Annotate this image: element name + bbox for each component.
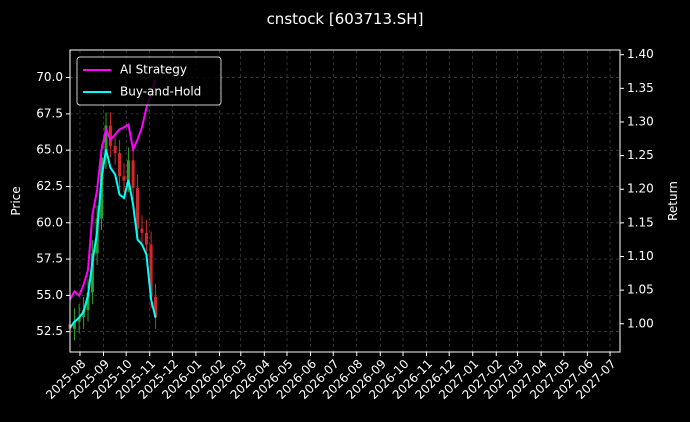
y2-tick-label: 1.15: [627, 215, 654, 229]
candle-body: [140, 228, 144, 233]
candle-body: [90, 253, 94, 293]
legend-label: Buy-and-Hold: [120, 85, 201, 99]
y-tick-label: 67.5: [36, 106, 63, 120]
y2-tick-label: 1.35: [627, 81, 654, 95]
legend: AI Strategy Buy-and-Hold: [76, 56, 222, 106]
candle-body: [113, 145, 117, 154]
legend-box: [76, 56, 222, 106]
candle-body: [77, 317, 81, 322]
y2-tick-label: 1.00: [627, 316, 654, 330]
candle-body: [154, 296, 158, 318]
candle-body: [82, 309, 86, 318]
candle-body: [108, 125, 112, 146]
y-tick-label: 60.0: [36, 215, 63, 229]
candle-body: [144, 232, 148, 245]
candle-body: [86, 292, 90, 310]
candle-body: [118, 153, 122, 177]
y-tick-label: 70.0: [36, 70, 63, 84]
y-tick-label: 62.5: [36, 179, 63, 193]
y-tick-label: 57.5: [36, 252, 63, 266]
y2-tick-label: 1.40: [627, 47, 654, 61]
chart-title: cnstock [603713.SH]: [267, 10, 424, 28]
candle-body: [149, 244, 153, 297]
y-axis-label: Price: [9, 186, 23, 215]
candle-body: [104, 125, 108, 158]
series-line: [69, 79, 157, 301]
candle-body: [126, 160, 130, 181]
candle-body: [122, 176, 126, 181]
y2-tick-label: 1.30: [627, 114, 654, 128]
y2-tick-label: 1.05: [627, 283, 654, 297]
legend-label: AI Strategy: [120, 63, 187, 77]
candle-body: [131, 160, 135, 188]
y2-tick-label: 1.10: [627, 249, 654, 263]
candle-body: [72, 321, 76, 329]
y-tick-label: 55.0: [36, 288, 63, 302]
y2-tick-label: 1.20: [627, 182, 654, 196]
y-tick-label: 52.5: [36, 324, 63, 338]
y2-axis-label: Return: [666, 181, 680, 221]
series-line: [69, 149, 157, 329]
plot-frame: [69, 49, 621, 353]
y-tick-label: 65.0: [36, 143, 63, 157]
candle-body: [136, 187, 140, 229]
y2-tick-label: 1.25: [627, 148, 654, 162]
